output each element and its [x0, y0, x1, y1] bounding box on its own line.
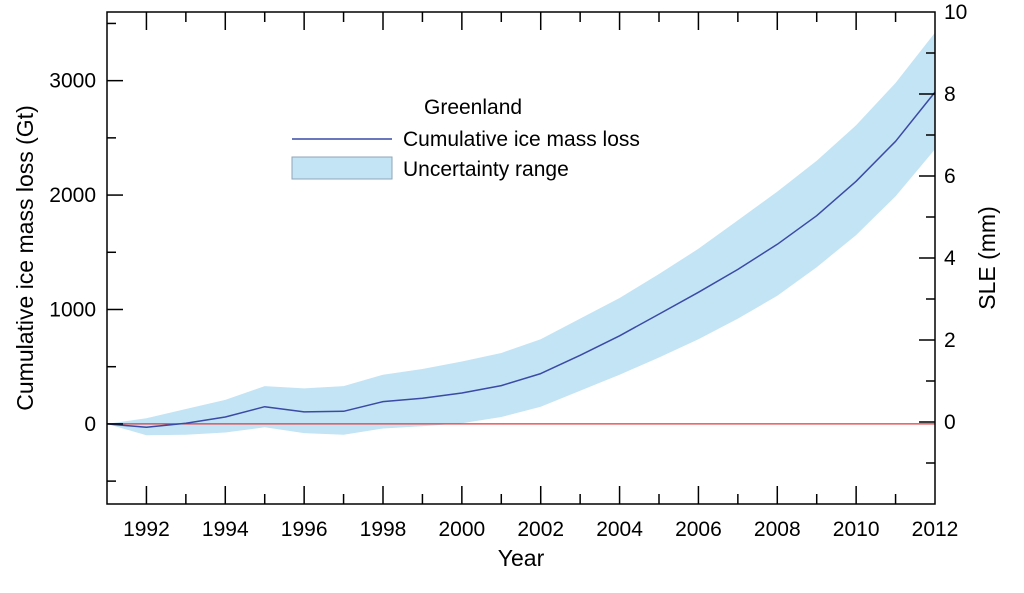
- uncertainty-band: [107, 32, 935, 436]
- y-tick-label-0: 0: [84, 413, 96, 436]
- x-tick-label-1992: 1992: [123, 518, 170, 541]
- legend-band-swatch: [291, 156, 393, 180]
- y-tick-label-1000: 1000: [49, 298, 96, 321]
- label-layer: 1992 1994 1996 1998 2000 2002 2004 2006 2008 2010…: [49, 1, 967, 541]
- x-tick-label-1994: 1994: [202, 518, 249, 541]
- legend-entry-line: Cumulative ice mass loss: [403, 128, 640, 151]
- x-tick-label-2012: 2012: [912, 518, 959, 541]
- x-tick-label-2008: 2008: [754, 518, 801, 541]
- y-tick-label-2000: 2000: [49, 184, 96, 207]
- y2-tick-label-0: 0: [944, 411, 956, 434]
- line-layer: [106, 91, 936, 429]
- tick-layer: [107, 12, 935, 504]
- y2-axis-title: SLE (mm): [974, 206, 1000, 310]
- x-tick-label-2002: 2002: [517, 518, 564, 541]
- x-tick-label-1996: 1996: [281, 518, 328, 541]
- x-tick-label-2006: 2006: [675, 518, 722, 541]
- y2-tick-label-4: 4: [944, 247, 956, 270]
- band-layer: [107, 32, 935, 436]
- ice-mass-loss-line: [106, 91, 936, 429]
- legend: Greenland Cumulative ice mass loss Uncer…: [291, 96, 640, 181]
- legend-title: Greenland: [424, 96, 522, 119]
- y2-tick-label-2: 2: [944, 329, 956, 352]
- x-tick-label-2004: 2004: [596, 518, 643, 541]
- x-tick-label-2000: 2000: [438, 518, 485, 541]
- legend-entry-band: Uncertainty range: [403, 158, 569, 181]
- y2-tick-label-6: 6: [944, 165, 956, 188]
- y2-tick-label-10: 10: [944, 1, 967, 24]
- x-axis-title: Year: [498, 545, 545, 571]
- y-tick-label-3000: 3000: [49, 70, 96, 93]
- x-tick-label-1998: 1998: [360, 518, 407, 541]
- x-tick-label-2010: 2010: [833, 518, 880, 541]
- y-axis-title: Cumulative ice mass loss (Gt): [12, 105, 38, 410]
- y2-tick-label-8: 8: [944, 83, 956, 106]
